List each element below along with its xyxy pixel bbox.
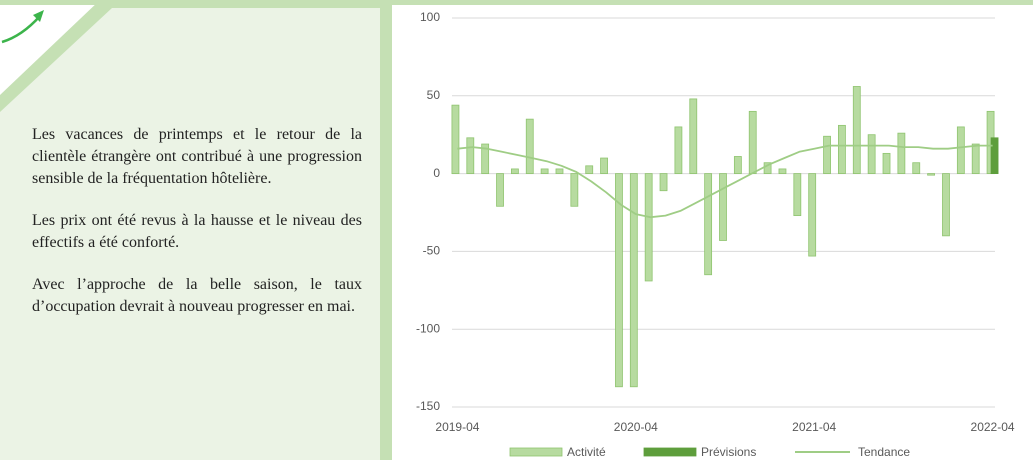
panel [0,8,380,460]
arrow-head [33,10,44,22]
bar [793,173,802,217]
bar [927,173,936,176]
bar [525,118,534,174]
bar [451,104,460,174]
x-tick-label: 2020-04 [614,420,658,434]
bar [629,173,638,388]
y-tick-label: -50 [423,244,441,258]
bar [674,126,683,174]
paragraph: Avec l’approche de la belle saison, le t… [32,276,362,315]
legend-label: Activité [567,445,606,459]
bar [838,124,846,174]
y-tick-label: -150 [416,399,440,413]
bar [823,135,831,174]
bar [570,173,579,207]
bar [971,143,980,174]
legend-swatch [643,447,697,457]
legend-swatch [509,447,563,457]
bar [510,168,519,175]
bar [466,137,475,174]
bar [808,173,817,257]
bar [689,98,698,175]
bar [748,110,757,175]
bar [912,162,921,174]
bar [659,173,668,192]
paragraph: Les prix ont été revus à la hausse et le… [32,212,362,251]
bar [555,168,564,175]
bar [882,152,891,174]
bar [615,173,623,388]
x-tick-label: 2021-04 [792,420,836,434]
y-tick-label: 100 [420,10,440,24]
bar [719,173,727,241]
top-band [0,0,1033,5]
bar [585,165,594,175]
bar [600,157,608,174]
bar [942,173,950,237]
x-tick-label: 2022-04 [971,420,1015,434]
bar [990,137,999,174]
paragraph: Les vacances de printemps et le retour d… [32,126,362,187]
bar [852,86,861,174]
y-tick-label: 50 [427,88,441,102]
bar [540,168,549,175]
y-tick-label: 0 [433,166,440,180]
bar [897,132,906,174]
bar [496,173,504,207]
bar [778,168,787,175]
bar [956,126,965,174]
y-tick-label: -100 [416,321,440,335]
bar [733,156,742,174]
bar [867,134,876,174]
bar [644,173,653,282]
arrow [1,15,41,44]
trend-line [457,144,993,219]
bar [481,143,490,174]
legend-label: Tendance [858,445,910,459]
legend-label: Prévisions [701,445,756,459]
x-tick-label: 2019-04 [435,420,479,434]
text-panel: Les vacances de printemps et le retour d… [32,124,362,338]
bar [704,173,713,276]
